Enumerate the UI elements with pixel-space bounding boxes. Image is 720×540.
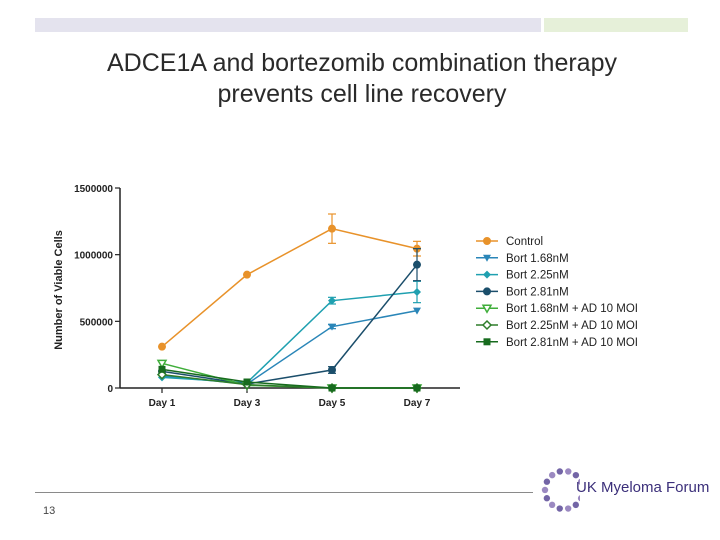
legend-label: Bort 2.81nM (506, 286, 569, 298)
slide-title: ADCE1A and bortezomib combination therap… (20, 48, 704, 110)
logo-dot (565, 468, 572, 475)
series-4-point (328, 366, 336, 374)
legend-entry-4: Bort 2.81nM (476, 286, 569, 298)
series-7-point (413, 384, 421, 392)
legend-entry-5: Bort 1.68nM + AD 10 MOI (476, 303, 638, 315)
logo-dot (543, 495, 551, 502)
logo-text: UK Myeloma Forum (576, 479, 710, 496)
y-tick-label: 0 (107, 384, 113, 395)
legend-swatch-marker (481, 304, 493, 314)
series-3-point (328, 296, 336, 305)
series-1-point (158, 342, 166, 351)
series-1 (158, 213, 421, 351)
legend-label: Bort 1.68nM (506, 253, 569, 265)
series-7-point (328, 384, 336, 392)
slide-title-line-1: ADCE1A and bortezomib combination therap… (106, 49, 617, 77)
series-3-point (413, 288, 421, 296)
legend-entry-3: Bort 2.25nM (476, 270, 569, 282)
series-2-point (328, 323, 336, 331)
logo-dot (577, 495, 585, 502)
y-tick-label: 500000 (80, 317, 114, 328)
footer-divider (35, 492, 533, 493)
logo-dots-icon (541, 468, 587, 512)
legend-swatch-marker (483, 287, 491, 296)
legend-entry-1: Control (476, 236, 543, 248)
series-7-point (243, 378, 251, 386)
legend-entry-6: Bort 2.25nM + AD 10 MOI (476, 319, 638, 332)
logo-dot (543, 478, 551, 485)
legend-entry-7: Bort 2.81nM + AD 10 MOI (476, 337, 638, 349)
logo-dot (564, 505, 572, 512)
logo-dot (548, 501, 556, 509)
legend-swatch-marker (483, 254, 491, 262)
legend-entry-2: Bort 1.68nM (476, 253, 569, 265)
header-bar-left (35, 18, 541, 32)
legend-label: Bort 1.68nM + AD 10 MOI (506, 303, 638, 315)
legend-label: Bort 2.81nM + AD 10 MOI (506, 337, 638, 349)
series-1-line (161, 227, 418, 348)
legend-swatch-marker (483, 237, 491, 245)
legend-swatch-marker (481, 319, 493, 331)
series-3-line (161, 291, 418, 384)
x-tick-label: Day 3 (234, 398, 261, 409)
y-axis-label: Number of Viable Cells (53, 230, 65, 350)
logo-dot (572, 471, 580, 479)
header-bar-right (544, 18, 688, 32)
x-tick-label: Day 5 (319, 398, 346, 409)
series-1-point (328, 224, 336, 233)
logo-dot (548, 471, 556, 479)
logo-dot (572, 501, 580, 509)
series-3 (158, 280, 421, 387)
logo-dot (541, 486, 549, 494)
series-7-line (161, 368, 417, 389)
x-tick-label: Day 1 (149, 398, 176, 409)
logo-dot (556, 505, 563, 512)
series-4-point (413, 260, 421, 269)
series-5-point (156, 359, 168, 369)
legend-swatch-marker (483, 338, 491, 346)
series-2-point (413, 307, 421, 315)
series-7-point (158, 365, 166, 373)
page-number: 13 (43, 505, 56, 517)
series-1-point (243, 270, 251, 279)
legend-label: Bort 2.25nM (506, 270, 569, 282)
legend-label: Bort 2.25nM + AD 10 MOI (506, 320, 638, 332)
x-tick-label: Day 7 (404, 398, 431, 409)
y-tick-label: 1000000 (74, 251, 113, 262)
logo-dot (556, 468, 564, 475)
y-tick-label: 1500000 (74, 184, 113, 195)
uk-myeloma-forum-logo: UK Myeloma Forum (540, 462, 709, 518)
series-4-line (161, 264, 418, 385)
series-7 (158, 365, 421, 392)
legend-label: Control (506, 236, 543, 248)
slide-title-line-2: prevents cell line recovery (217, 80, 507, 108)
legend-swatch-marker (483, 270, 491, 279)
